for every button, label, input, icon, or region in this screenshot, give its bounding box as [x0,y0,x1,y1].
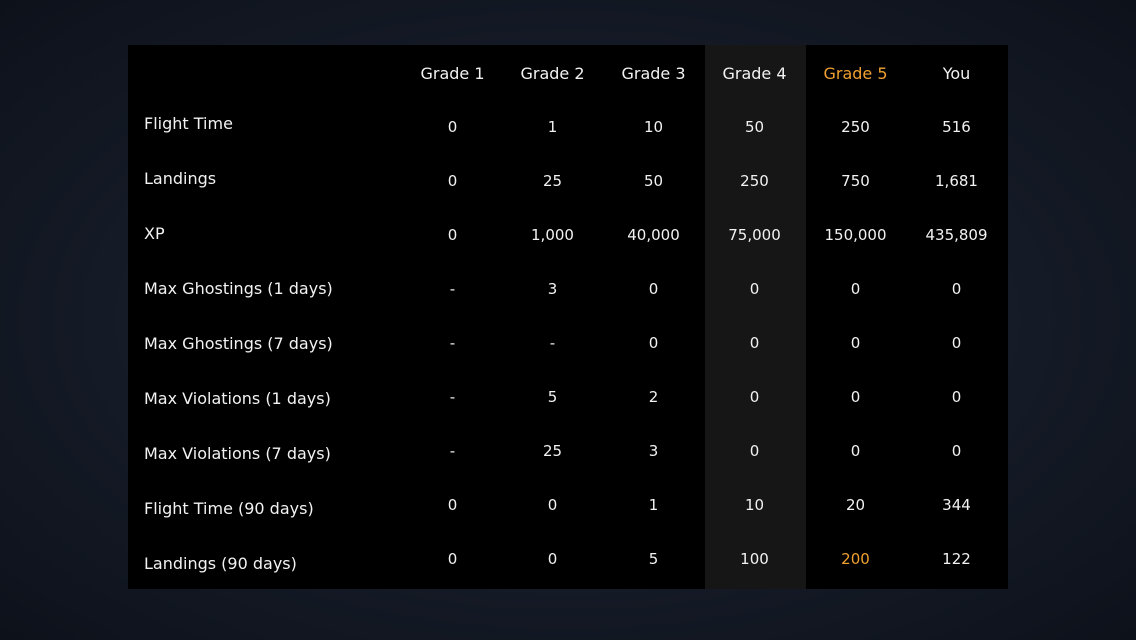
table-cell: 50 [744,118,765,136]
table-cell: 0 [850,334,861,352]
table-cell: 3 [547,280,558,298]
row-label: Landings [144,168,217,188]
table-row: Landings 0 25 50 250 750 1,681 [128,154,1008,208]
row-label: Max Ghostings (1 days) [144,278,333,298]
row-label: Landings (90 days) [144,553,297,573]
table-cell: 750 [841,172,870,190]
column-header-grade-4: Grade 4 [722,63,787,83]
table-cell: - [449,442,456,460]
table-row: Flight Time 0 1 10 50 250 516 [128,100,1008,154]
table-cell: 0 [951,442,962,460]
table-cell: 0 [547,550,558,568]
row-label: Max Violations (1 days) [144,388,331,408]
table-cell: 0 [951,388,962,406]
table-cell: 0 [447,496,458,514]
table-cell: 0 [850,442,861,460]
table-cell: 250 [841,118,870,136]
table-cell: 150,000 [824,226,887,244]
table-cell: 0 [749,442,760,460]
table-cell: 3 [648,442,659,460]
table-cell: 0 [951,334,962,352]
table-cell: 0 [547,496,558,514]
row-label: Flight Time (90 days) [144,498,314,518]
table-cell: 20 [845,496,866,514]
table-row: XP 0 1,000 40,000 75,000 150,000 435,809 [128,208,1008,262]
table-cell: 0 [447,118,458,136]
table-cell: 0 [648,334,659,352]
row-label: Max Ghostings (7 days) [144,333,333,353]
table-cell: - [449,280,456,298]
column-header-grade-1: Grade 1 [420,63,485,83]
table-cell: 0 [749,334,760,352]
row-label: Flight Time [144,113,233,133]
table-header-row: Grade 1 Grade 2 Grade 3 Grade 4 Grade 5 … [128,46,1008,100]
column-header-grade-3: Grade 3 [621,63,686,83]
table-cell: 250 [740,172,769,190]
table-cell: 25 [542,172,563,190]
table-cell: 0 [850,280,861,298]
column-header-grade-2: Grade 2 [520,63,585,83]
table-cell: - [449,334,456,352]
table-row: Landings (90 days) 0 0 5 100 200 122 [128,532,1008,586]
table-cell: 0 [447,226,458,244]
table-cell: 200 [841,550,870,568]
table-row: Flight Time (90 days) 0 0 1 10 20 344 [128,478,1008,532]
table-cell: 1 [547,118,558,136]
table-cell: 122 [942,550,971,568]
table-cell: 100 [740,550,769,568]
table-cell: 10 [744,496,765,514]
table-cell: 1,000 [531,226,574,244]
table-cell: 0 [749,280,760,298]
table-cell: 0 [951,280,962,298]
table-cell: 75,000 [728,226,781,244]
table-cell: 10 [643,118,664,136]
table-cell: 0 [850,388,861,406]
table-cell: 25 [542,442,563,460]
table-cell: 0 [749,388,760,406]
table-cell: 0 [447,550,458,568]
row-label: Max Violations (7 days) [144,443,331,463]
table-cell: 344 [942,496,971,514]
table-cell: 40,000 [627,226,680,244]
table-cell: 1 [648,496,659,514]
table-row: Max Ghostings (1 days) - 3 0 0 0 0 [128,262,1008,316]
column-header-grade-5: Grade 5 [823,63,888,83]
table-cell: - [549,334,556,352]
table-cell: - [449,388,456,406]
row-label: XP [144,223,165,243]
table-row: Max Violations (7 days) - 25 3 0 0 0 [128,424,1008,478]
table-row: Max Violations (1 days) - 5 2 0 0 0 [128,370,1008,424]
table-cell: 435,809 [925,226,988,244]
table-cell: 0 [447,172,458,190]
table-cell: 0 [648,280,659,298]
table-cell: 1,681 [935,172,978,190]
table-cell: 516 [942,118,971,136]
table-row: Max Ghostings (7 days) - - 0 0 0 0 [128,316,1008,370]
grade-4-column-highlight [705,45,806,589]
table-cell: 5 [547,388,558,406]
column-header-you: You [942,63,971,83]
table-cell: 50 [643,172,664,190]
table-cell: 2 [648,388,659,406]
table-cell: 5 [648,550,659,568]
grade-requirements-table: Grade 1 Grade 2 Grade 3 Grade 4 Grade 5 … [128,45,1008,589]
